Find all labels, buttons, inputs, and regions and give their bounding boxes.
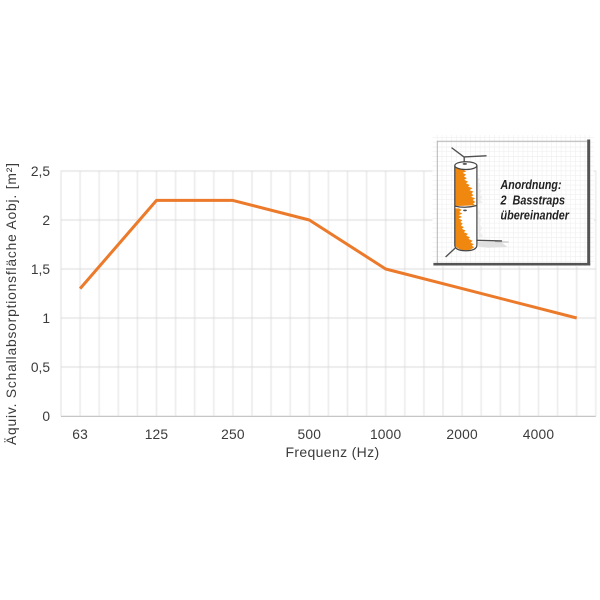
svg-text:2: 2 xyxy=(42,213,50,228)
svg-text:2,5: 2,5 xyxy=(31,164,51,179)
svg-text:0: 0 xyxy=(42,409,50,424)
svg-text:1000: 1000 xyxy=(370,427,402,442)
svg-text:0,5: 0,5 xyxy=(31,360,51,375)
svg-text:Frequenz (Hz): Frequenz (Hz) xyxy=(285,444,379,460)
svg-text:250: 250 xyxy=(221,427,245,442)
svg-text:Äquiv. Schallabsorptionsfläche: Äquiv. Schallabsorptionsfläche Aobj. [m²… xyxy=(3,163,19,445)
svg-text:übereinander: übereinander xyxy=(501,208,570,222)
svg-text:63: 63 xyxy=(72,427,88,442)
svg-text:2000: 2000 xyxy=(446,427,478,442)
svg-text:1,5: 1,5 xyxy=(31,262,51,277)
svg-text:500: 500 xyxy=(297,427,321,442)
svg-text:4000: 4000 xyxy=(523,427,555,442)
svg-text:1: 1 xyxy=(42,311,50,326)
svg-text:2 Basstraps: 2 Basstraps xyxy=(500,193,565,207)
svg-text:125: 125 xyxy=(145,427,169,442)
svg-text:Anordnung:: Anordnung: xyxy=(500,178,562,192)
